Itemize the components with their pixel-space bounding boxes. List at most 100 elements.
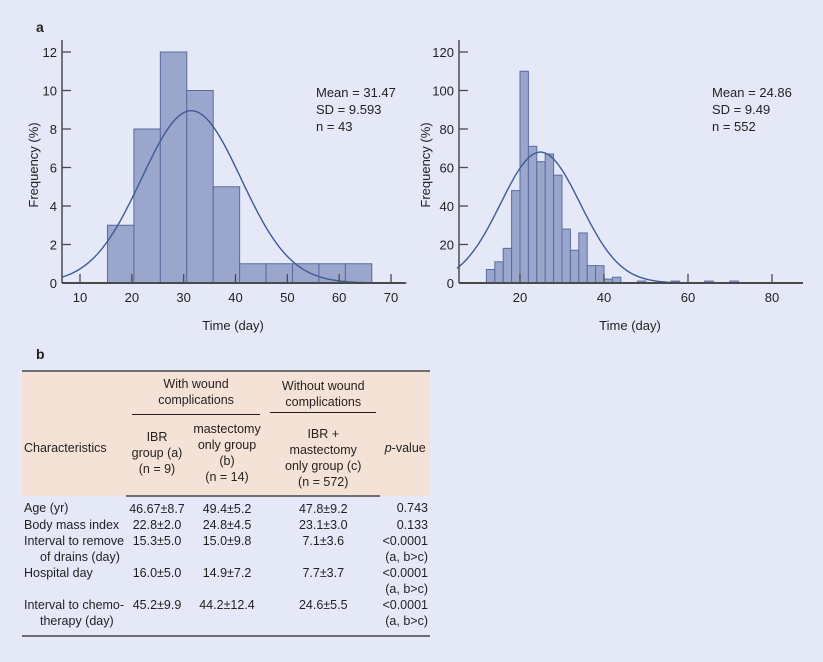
table-row: Body mass index 22.8±2.0 24.8±4.5 23.1±3.0 0…: [22, 517, 430, 533]
x-tick-label: 60: [681, 290, 695, 305]
col-a-line: (n = 9): [138, 462, 176, 476]
histogram-bar: [561, 228, 571, 284]
y-tick-label: 4: [50, 199, 57, 214]
header-characteristics: Characteristics: [22, 370, 127, 496]
x-tick-label: 20: [513, 290, 527, 305]
y-tick-label: 40: [440, 199, 454, 214]
row-label-line: therapy (day): [40, 614, 114, 628]
y-tick-label: 2: [50, 238, 57, 253]
histogram-bar: [494, 261, 504, 284]
pvalue-line: <0.0001: [382, 598, 428, 612]
table-row: Interval to remove of drains (day) 15.3±5.…: [22, 533, 430, 565]
row-label-line: Hospital day: [24, 566, 93, 580]
cell-pvalue: 0.133: [380, 517, 430, 533]
y-axis-title: Frequency (%): [418, 122, 433, 207]
cell-group-c: 47.8±9.2: [298, 502, 348, 516]
x-tick-label: 10: [73, 290, 87, 305]
cell-group-b: 44.2±12.4: [187, 597, 267, 637]
col-a-line: group (a): [131, 446, 183, 460]
cell-pvalue: 0.743: [380, 496, 430, 517]
histogram-charts: 0 2 4 6 8 10 12 10 20 30 40 50 60 70 Time (day) Frequen…: [26, 40, 803, 333]
histogram-bar: [519, 70, 529, 284]
y-axis-title: Frequency (%): [26, 122, 41, 207]
histogram-bar: [292, 263, 320, 284]
y-tick-label: 10: [43, 84, 57, 99]
with-group-label: With wound complications: [132, 376, 261, 415]
col-b-line: (n = 14): [205, 470, 249, 484]
histogram-bar: [344, 263, 373, 284]
table-row: Age (yr) 46.67±8.7 49.4±5.2 47.8±9.2 0.743: [22, 496, 430, 517]
header-without-complications: Without wound complications: [266, 370, 381, 421]
stats-label: SD = 9.593: [316, 102, 381, 117]
cell-pvalue: <0.0001 (a, b>c): [380, 597, 430, 637]
x-tick-label: 30: [176, 290, 190, 305]
header-col-c: IBR + mastectomy only group (c) (n = 572…: [266, 421, 381, 497]
histogram-bar: [133, 128, 161, 284]
histogram-bar: [159, 51, 188, 284]
row-label-line: Interval to chemo-: [24, 598, 125, 612]
histogram-bar: [186, 90, 214, 284]
y-tick-label: 6: [50, 161, 57, 176]
pvalue-line: 0.133: [396, 518, 428, 532]
cell-pvalue: <0.0001 (a, b>c): [380, 565, 430, 597]
cell-group-a: 15.3±5.0: [132, 534, 182, 548]
cell-group-b: 15.0±9.8: [202, 534, 252, 548]
characteristics-table: Characteristics With wound complications…: [22, 370, 430, 637]
histogram-bar: [239, 263, 267, 284]
col-b-line: only group (b): [197, 438, 257, 468]
col-c-line: only group (c): [285, 459, 362, 473]
col-c-line: mastectomy: [289, 443, 357, 457]
histogram-bar: [502, 247, 513, 284]
cell-group-c: 24.6±5.5: [266, 597, 381, 637]
col-c-line: (n = 572): [298, 475, 349, 489]
histogram-bar: [511, 190, 521, 284]
x-tick-label: 20: [125, 290, 139, 305]
cell-pvalue: <0.0001 (a, b>c): [380, 533, 430, 565]
header-with-complications: With wound complications: [126, 370, 267, 421]
row-label-line: Body mass index: [24, 518, 120, 532]
header-col-b: mastectomy only group (b) (n = 14): [187, 421, 267, 497]
cell-group-a: 16.0±5.0: [132, 566, 182, 580]
cell-group-c: 7.1±3.6: [302, 534, 345, 548]
table-row: Interval to chemo-therapy (day) 45.2±9.9 4…: [22, 597, 430, 637]
histogram-bar: [569, 249, 580, 284]
histogram-bar: [527, 145, 538, 284]
without-group-label: Without wound complications: [270, 378, 377, 413]
pvalue-line: (a, b>c): [385, 614, 428, 628]
stats-label: SD = 9.49: [712, 102, 770, 117]
x-tick-label: 50: [280, 290, 294, 305]
row-label: Interval to remove of drains (day): [22, 533, 126, 565]
y-tick-label: 120: [432, 45, 454, 60]
cell-group-b: 24.8±4.5: [202, 518, 252, 532]
stats-label: Mean = 24.86: [712, 85, 792, 100]
pvalue-rest: -value: [391, 441, 426, 455]
normal-curve: [61, 109, 407, 284]
histogram-bar: [544, 153, 555, 284]
pvalue-line: (a, b>c): [385, 582, 428, 596]
cell-group-b: 49.4±5.2: [202, 502, 252, 516]
table-row: Hospital day 16.0±5.0 14.9±7.2 7.7±3.7 <0.00…: [22, 565, 430, 597]
histogram-bar: [265, 263, 294, 284]
panel-a-label: a: [36, 19, 44, 35]
y-tick-label: 0: [447, 276, 454, 291]
row-label-line: Age (yr): [24, 501, 69, 515]
cell-group-c: 7.7±3.7: [302, 566, 345, 580]
histogram-bar: [536, 161, 546, 284]
y-tick-label: 0: [50, 276, 57, 291]
cell-group-a: 22.8±2.0: [132, 518, 182, 532]
col-b-line: mastectomy: [193, 422, 261, 436]
cell-group-c: 23.1±3.0: [298, 518, 348, 532]
stats-label: Mean = 31.47: [316, 85, 396, 100]
col-c-line: IBR +: [307, 427, 340, 441]
cell-group-a: 45.2±9.9: [126, 597, 188, 637]
row-label: Age (yr): [22, 496, 126, 517]
histogram-bar: [595, 265, 605, 284]
pvalue-p: p: [384, 441, 392, 455]
histogram-bar: [578, 232, 588, 284]
y-tick-label: 100: [432, 84, 454, 99]
histogram-bar: [106, 224, 135, 284]
cell-group-b: 14.9±7.2: [202, 566, 252, 580]
x-tick-label: 40: [228, 290, 242, 305]
y-tick-label: 60: [440, 161, 454, 176]
pvalue-line: <0.0001: [382, 566, 428, 580]
